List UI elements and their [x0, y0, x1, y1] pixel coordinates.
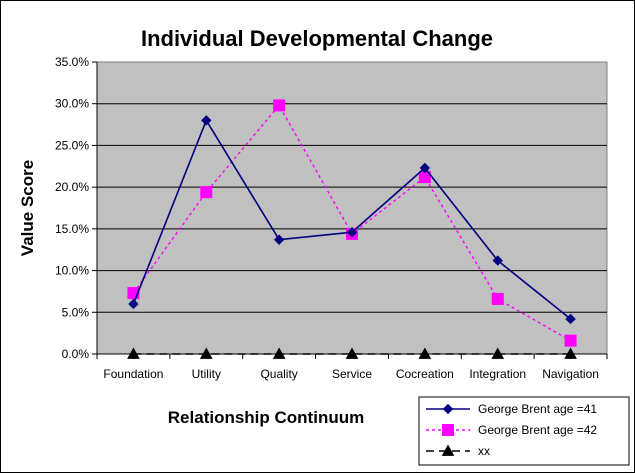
legend-label: George Brent age =41 [478, 402, 597, 416]
data-point [492, 255, 503, 266]
x-tick-label: Navigation [542, 367, 599, 381]
x-tick-label: Integration [469, 367, 526, 381]
data-point [127, 347, 140, 359]
data-point [273, 99, 286, 112]
x-tick-label: Service [332, 367, 372, 381]
grid-lines [97, 103, 607, 313]
x-tick-label: Foundation [103, 367, 163, 381]
y-axis-ticks: 0.0% 5.0% 10.0% 15.0% 20.0% 25.0% 30.0% 35.0% [55, 55, 607, 361]
y-tick-label: 35.0% [55, 55, 89, 69]
data-point [419, 162, 431, 174]
legend-marker [441, 444, 455, 456]
series-layer [127, 99, 577, 359]
y-tick-label: 10.0% [55, 264, 89, 278]
series-3 [127, 347, 577, 359]
data-point [491, 347, 505, 359]
data-point [199, 347, 213, 359]
data-point [200, 186, 213, 199]
y-tick-label: 0.0% [62, 347, 90, 361]
legend-label: xx [478, 444, 490, 458]
x-tick-label: Cocreation [396, 367, 454, 381]
y-tick-label: 30.0% [55, 97, 89, 111]
data-point [273, 234, 285, 245]
data-point [564, 334, 577, 347]
y-tick-label: 5.0% [62, 305, 90, 319]
plot-area [96, 61, 608, 355]
data-point [345, 347, 359, 359]
data-point [201, 115, 212, 126]
x-tick-label: Quality [260, 367, 297, 381]
x-tick-label: Utility [192, 367, 221, 381]
y-tick-label: 15.0% [55, 222, 89, 236]
data-point [272, 347, 286, 359]
data-point [127, 287, 140, 300]
data-point [128, 298, 139, 310]
y-tick-label: 25.0% [55, 138, 89, 152]
series-1 [128, 115, 576, 325]
legend-label: George Brent age =42 [478, 423, 597, 437]
y-axis-title: Value Score [18, 160, 37, 256]
data-point [565, 313, 576, 325]
x-axis-ticks: Foundation Utility Quality Service Cocreatio… [96, 354, 608, 381]
data-point [418, 347, 432, 359]
y-tick-label: 20.0% [55, 180, 89, 194]
legend-marker [442, 424, 454, 436]
chart-title: Individual Developmental Change [141, 26, 493, 51]
legend-marker [442, 403, 454, 415]
data-point [346, 226, 358, 238]
data-point [491, 292, 504, 305]
x-axis-title: Relationship Continuum [168, 408, 364, 427]
data-point [564, 347, 577, 359]
legend: George Brent age =41 George Brent age =42… [426, 402, 597, 458]
